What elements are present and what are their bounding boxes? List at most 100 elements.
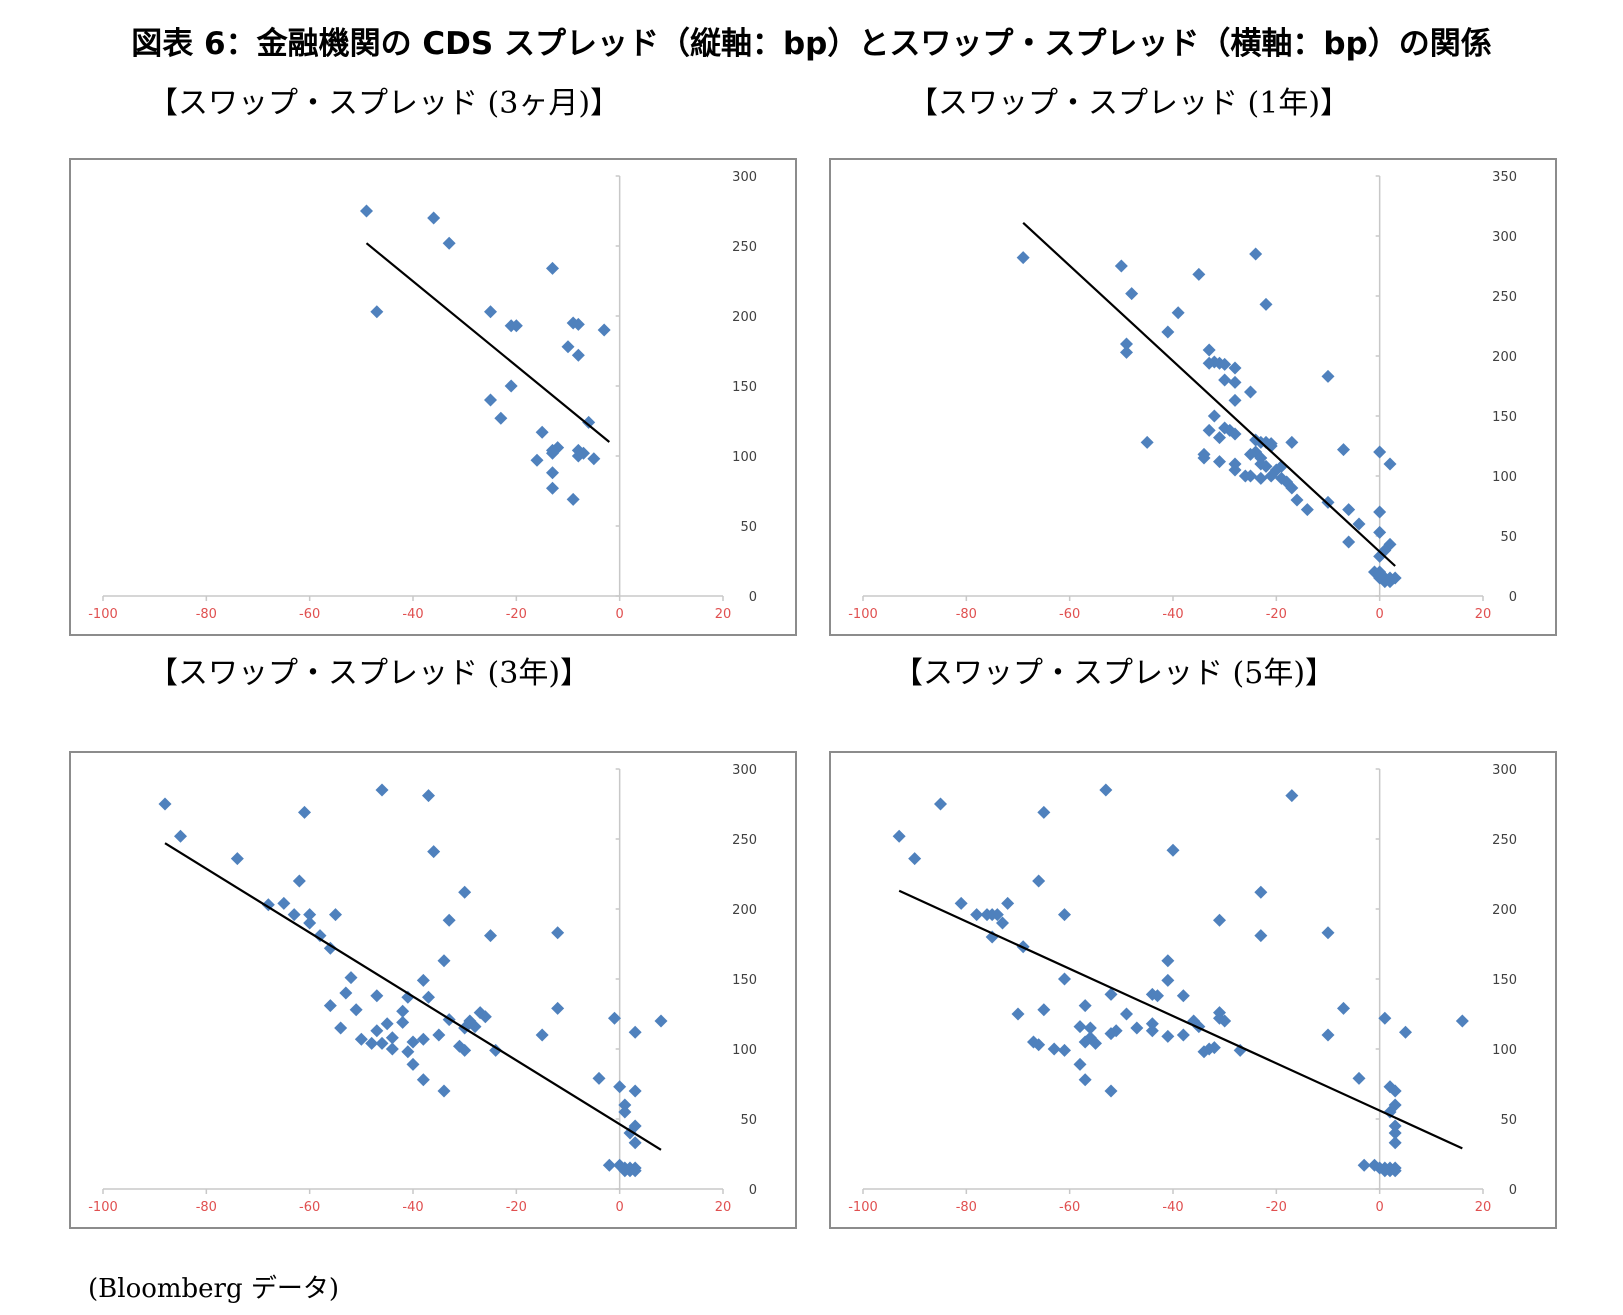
data-point (406, 1057, 420, 1071)
data-point (401, 990, 415, 1004)
y-tick-label: 0 (1509, 590, 1517, 605)
data-point (613, 1080, 627, 1094)
data-point (1037, 1003, 1051, 1017)
data-point (489, 1043, 503, 1057)
data-point (934, 797, 947, 811)
data-point (1151, 989, 1164, 1003)
data-point (1176, 989, 1190, 1003)
x-tick-label: -80 (956, 607, 977, 622)
data-point (1171, 306, 1185, 320)
data-point (1120, 1007, 1133, 1021)
data-point (1388, 1161, 1402, 1175)
data-point (1047, 1042, 1061, 1056)
data-point (1228, 427, 1242, 441)
data-point (1016, 251, 1030, 265)
data-point (1197, 1045, 1211, 1059)
data-point (1383, 1080, 1397, 1094)
data-point (608, 1011, 621, 1025)
data-point (618, 1098, 632, 1112)
data-point (1078, 999, 1092, 1013)
data-point (602, 1158, 616, 1172)
data-point (566, 492, 580, 506)
data-point (582, 415, 596, 429)
data-point (329, 908, 342, 922)
data-point (551, 1001, 565, 1015)
data-point (1032, 874, 1046, 888)
data-point (1357, 1158, 1371, 1172)
y-tick-label: 50 (740, 1113, 757, 1128)
data-point (230, 852, 244, 866)
data-point (303, 908, 317, 922)
data-point (1388, 1136, 1402, 1150)
data-point (1083, 1031, 1097, 1045)
data-point (442, 913, 456, 927)
x-tick-label: 0 (1376, 607, 1384, 622)
data-point (1120, 345, 1133, 359)
data-point (1083, 1021, 1097, 1035)
data-point (1373, 569, 1387, 583)
data-point (1321, 1028, 1335, 1042)
data-point (1399, 1025, 1412, 1039)
data-point (1218, 1014, 1232, 1028)
data-point (380, 1017, 394, 1031)
x-tick-label: -60 (1059, 1200, 1080, 1215)
data-point (1378, 1011, 1392, 1025)
data-point (587, 452, 601, 466)
data-point (323, 999, 337, 1013)
x-tick-label: -60 (1059, 607, 1080, 622)
data-point (478, 1010, 492, 1024)
data-point (1114, 259, 1128, 273)
data-point (484, 929, 497, 943)
data-point (334, 1021, 348, 1035)
x-tick-label: -100 (848, 607, 878, 622)
trendline (1022, 221, 1396, 567)
y-tick-label: 300 (732, 170, 757, 185)
data-point (1078, 1035, 1092, 1049)
data-point (618, 1105, 632, 1119)
data-point (1161, 1029, 1175, 1043)
chart-panel-1y: -100 -80 -60 -40 -20 0 20 0 50 100 150 200 250 300 350 (829, 158, 1557, 636)
data-point (535, 425, 549, 439)
data-point (1120, 337, 1133, 351)
data-point (1213, 431, 1226, 445)
data-point (1001, 896, 1015, 910)
data-point (1228, 393, 1242, 407)
data-point (1218, 373, 1232, 387)
data-point (292, 874, 306, 888)
data-point (1207, 409, 1221, 423)
data-point (970, 908, 984, 922)
data-point (1285, 435, 1299, 449)
data-point (1213, 913, 1226, 927)
data-point (996, 916, 1009, 930)
y-tick-label: 50 (1500, 1113, 1517, 1128)
data-point (375, 1036, 389, 1050)
data-point (1321, 926, 1335, 940)
data-point (561, 340, 575, 354)
data-point (1228, 375, 1242, 389)
data-point (416, 1032, 430, 1046)
trendline (898, 889, 1463, 1150)
data-point (385, 1031, 399, 1045)
data-point (1285, 789, 1299, 803)
data-point (908, 852, 922, 866)
x-tick-label: -40 (1162, 607, 1183, 622)
x-tick-label: 0 (616, 607, 624, 622)
data-point (1352, 1071, 1366, 1085)
y-tick-label: 200 (732, 310, 757, 325)
data-point (416, 973, 430, 987)
data-point (1202, 423, 1216, 437)
data-point (1342, 503, 1356, 517)
data-point (1058, 972, 1071, 986)
data-point (406, 1035, 420, 1049)
y-tick-label: 0 (749, 590, 757, 605)
panel-title-3y: 【スワップ・スプレッド (3年)】 (148, 656, 591, 691)
data-point (1290, 493, 1304, 507)
data-point (1130, 1021, 1144, 1035)
data-point (892, 829, 906, 843)
trendline (164, 842, 662, 1151)
x-tick-label: -40 (402, 607, 423, 622)
data-point (298, 805, 311, 819)
data-point (504, 379, 518, 393)
